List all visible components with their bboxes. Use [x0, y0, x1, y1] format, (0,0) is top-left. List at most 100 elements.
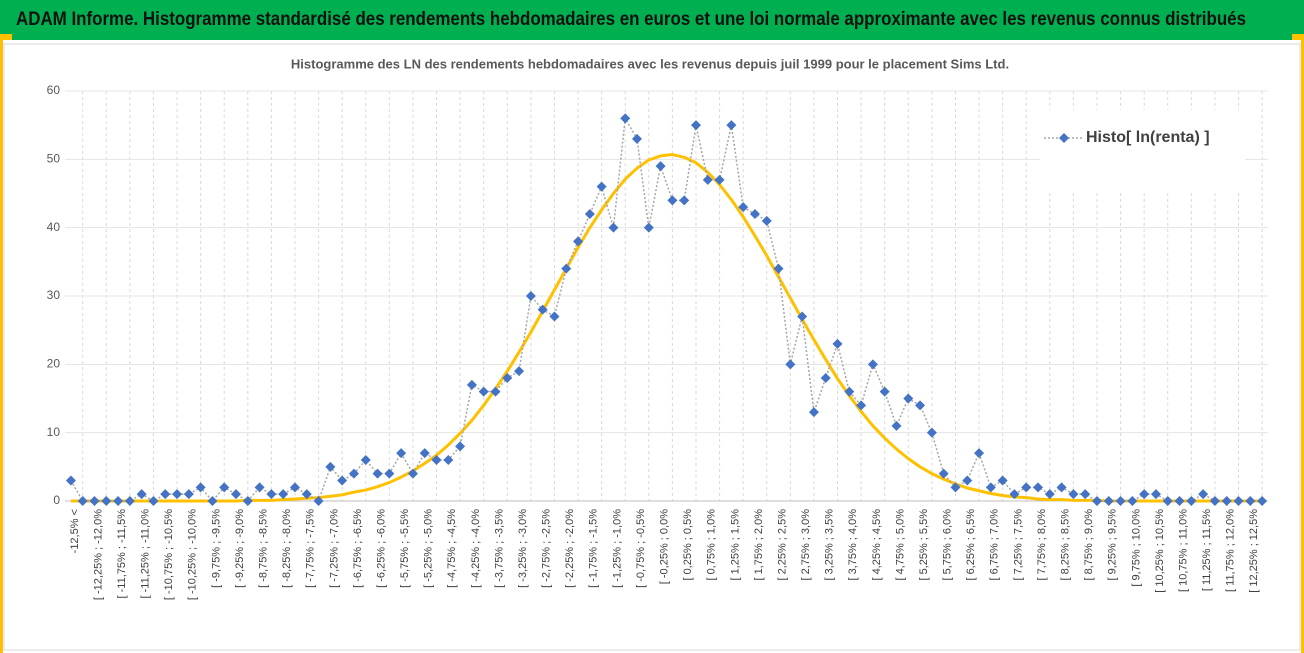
- marker: [667, 195, 678, 206]
- marker: [124, 496, 135, 506]
- marker: [89, 496, 100, 506]
- x-tick-label: [ -2,25% ; -2,0%: [564, 509, 576, 588]
- marker: [820, 373, 831, 383]
- marker: [938, 468, 949, 479]
- x-tick-label: [ 7,75% ; 8,0%: [1036, 509, 1048, 581]
- marker: [113, 496, 124, 506]
- marker: [974, 448, 985, 459]
- marker: [443, 455, 454, 465]
- x-tick-label: [ -6,75% ; -6,5%: [352, 509, 364, 588]
- marker: [726, 120, 737, 131]
- marker: [301, 489, 312, 500]
- x-tick-label: [ 5,75% ; 6,0%: [942, 509, 954, 581]
- marker: [278, 489, 289, 500]
- x-tick-label: [ 10,75% ; 11,0%: [1177, 509, 1189, 592]
- side-accent: [1301, 40, 1304, 653]
- marker: [761, 215, 772, 226]
- x-tick-label: [ 7,25% ; 7,5%: [1012, 509, 1024, 581]
- x-tick-label: [ -4,25% ; -4,0%: [470, 509, 482, 588]
- marker: [797, 311, 808, 322]
- corner-accent: [1292, 34, 1304, 40]
- y-tick-label: 30: [47, 288, 61, 302]
- marker: [690, 120, 701, 131]
- marker: [478, 386, 489, 397]
- y-tick-label: 10: [47, 425, 61, 439]
- marker: [714, 174, 725, 185]
- marker: [1139, 489, 1150, 500]
- x-tick-label: [ 1,75% ; 2,0%: [753, 509, 765, 581]
- x-tick-label: [ -11,75% ; -11,5%: [116, 509, 128, 599]
- marker: [490, 386, 501, 397]
- marker: [1198, 489, 1209, 500]
- x-tick-label: [ -5,25% ; -5,0%: [423, 509, 435, 588]
- x-tick-label: [ -0,75% ; -0,5%: [635, 509, 647, 588]
- x-tick-label: [ 0,25% ; 0,5%: [682, 509, 694, 581]
- x-tick-label: [ -1,75% ; -1,5%: [588, 509, 600, 588]
- marker: [65, 475, 76, 486]
- banner: [0, 0, 1304, 40]
- marker: [1162, 496, 1173, 506]
- marker: [632, 133, 643, 144]
- corner-accent: [0, 34, 12, 40]
- marker: [77, 496, 88, 506]
- marker: [136, 489, 147, 500]
- marker: [431, 455, 442, 465]
- marker: [832, 338, 843, 349]
- x-tick-label: [ 11,75% ; 12,0%: [1225, 509, 1237, 592]
- marker: [1009, 489, 1020, 500]
- marker: [1080, 489, 1091, 500]
- marker: [891, 420, 902, 431]
- marker: [337, 475, 348, 486]
- marker: [372, 468, 383, 479]
- marker: [348, 468, 359, 479]
- marker: [549, 311, 560, 322]
- x-tick-label: [ -9,25% ; -9,0%: [234, 509, 246, 588]
- marker: [749, 209, 760, 219]
- marker: [879, 386, 890, 397]
- marker: [1115, 496, 1126, 506]
- y-tick-label: 40: [47, 220, 61, 234]
- marker: [1103, 496, 1114, 506]
- marker: [773, 263, 784, 274]
- y-tick-label: 50: [47, 152, 61, 166]
- marker: [985, 482, 996, 493]
- marker: [738, 202, 749, 213]
- page-title: ADAM Informe. Histogramme standardisé de…: [16, 9, 1246, 30]
- marker: [573, 236, 584, 247]
- marker: [1245, 496, 1256, 506]
- marker: [1257, 496, 1268, 506]
- marker: [997, 475, 1008, 486]
- marker: [266, 489, 277, 500]
- y-tick-label: 0: [53, 493, 60, 507]
- marker: [101, 496, 112, 506]
- marker: [148, 496, 159, 506]
- marker: [926, 427, 937, 438]
- x-tick-label: [ -6,25% ; -6,0%: [375, 509, 387, 588]
- marker: [561, 263, 572, 274]
- x-tick-label: [ 1,25% ; 1,5%: [729, 509, 741, 581]
- marker: [1068, 489, 1079, 500]
- marker: [525, 291, 536, 301]
- marker: [1091, 496, 1102, 506]
- marker: [325, 461, 336, 472]
- marker: [384, 468, 395, 479]
- marker: [584, 209, 595, 219]
- marker: [1033, 482, 1044, 493]
- marker: [856, 400, 867, 411]
- x-tick-label: [ 10,25% ; 10,5%: [1154, 509, 1166, 593]
- marker: [514, 366, 525, 377]
- marker: [1233, 496, 1244, 506]
- legend-label: Histo[ ln(renta) ]: [1086, 129, 1210, 146]
- chart-title: Histogramme des LN des rendements hebdom…: [291, 56, 1009, 71]
- marker: [596, 181, 607, 192]
- legend-marker: [1059, 133, 1069, 143]
- marker: [643, 222, 654, 233]
- marker: [219, 482, 230, 493]
- x-tick-label: [ -11,25% ; -11,0%: [140, 509, 152, 599]
- marker: [1127, 496, 1138, 506]
- marker: [1174, 496, 1185, 506]
- marker: [950, 482, 961, 493]
- marker: [231, 489, 242, 500]
- x-tick-label: [ -8,25% ; -8,0%: [281, 509, 293, 588]
